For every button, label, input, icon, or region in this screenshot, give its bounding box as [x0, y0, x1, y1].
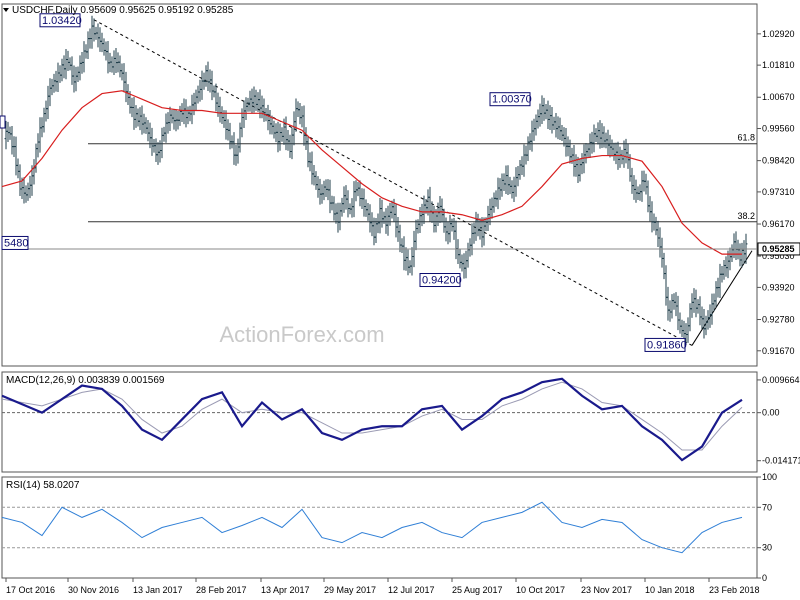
date-tick-label: 10 Jan 2018 — [645, 585, 695, 595]
price-tick-label: 0.91670 — [762, 346, 795, 356]
price-tick-label: 0.99560 — [762, 124, 795, 134]
rsi-tick-label: 30 — [762, 543, 772, 553]
price-labels: 1.03420 1.00370 0.94200 0.91860 5480 — [0, 13, 687, 352]
price-panel: 61.8 38.2 ActionForex.com 1.03420 1.00370 0… — [0, 3, 800, 367]
dropdown-triangle-icon — [3, 8, 9, 12]
rsi-levels — [2, 506, 757, 549]
price-label: 1.03420 — [42, 15, 82, 27]
price-tick-label: 1.02920 — [762, 29, 795, 39]
date-tick-label: 30 Nov 2016 — [68, 585, 119, 595]
price-tick-label: 1.00670 — [762, 92, 795, 102]
price-label: 0.94200 — [422, 275, 462, 287]
price-tick-label: 0.95030 — [762, 251, 795, 261]
last-price-box — [757, 242, 800, 256]
date-tick-label: 17 Oct 2016 — [6, 585, 55, 595]
rsi-tick-label: 100 — [762, 472, 777, 482]
price-label-edge-box — [0, 115, 6, 129]
watermark: ActionForex.com — [219, 322, 384, 347]
date-tick-label: 10 Oct 2017 — [516, 585, 565, 595]
price-y-axis: 1.02920 1.01810 1.00670 0.99560 0.98420 0.973… — [757, 29, 800, 356]
date-tick-label: 29 May 2017 — [324, 585, 376, 595]
fib-label: 61.8 — [737, 133, 755, 143]
date-x-axis: 17 Oct 2016 30 Nov 2016 13 Jan 2017 28 Feb … — [5, 578, 760, 595]
price-label-box — [1, 235, 29, 250]
price-label-box — [644, 337, 686, 352]
price-label: 5480 — [4, 237, 28, 249]
date-tick-label: 13 Apr 2017 — [261, 585, 310, 595]
rsi-label: RSI(14) 58.0207 — [6, 480, 80, 491]
price-panel-frame — [1, 3, 758, 367]
macd-tick-label: 0.009664 — [762, 375, 800, 385]
rsi-panel: 100 70 30 0 RSI(14) 58.0207 — [1, 472, 777, 583]
last-price-label: 0.95285 — [762, 244, 795, 254]
macd-label: MACD(12,26,9) 0.003839 0.001569 — [6, 375, 165, 386]
rsi-tick-label: 70 — [762, 502, 772, 512]
date-tick-label: 23 Nov 2017 — [581, 585, 632, 595]
macd-tick-label: 0.00 — [762, 408, 780, 418]
chart-header: USDCHF,Daily 0.95609 0.95625 0.95192 0.9… — [3, 5, 234, 16]
date-tick-label: 13 Jan 2017 — [133, 585, 183, 595]
ema-line — [1, 90, 742, 255]
date-tick-label: 12 Jul 2017 — [388, 585, 435, 595]
fib-label: 38.2 — [737, 211, 755, 221]
price-label-box — [489, 92, 531, 107]
macd-tick-label: -0.014171 — [762, 456, 800, 466]
price-label-box — [39, 13, 81, 28]
rsi-y-axis: 100 70 30 0 — [757, 472, 777, 583]
price-label-box — [419, 273, 461, 288]
price-tick-label: 0.98420 — [762, 156, 795, 166]
price-tick-label: 0.92780 — [762, 315, 795, 325]
price-bars — [4, 15, 748, 345]
price-tick-label: 0.96170 — [762, 219, 795, 229]
date-tick-label: 28 Feb 2017 — [196, 585, 247, 595]
symbol-header: USDCHF,Daily 0.95609 0.95625 0.95192 0.9… — [12, 5, 234, 16]
macd-panel-frame — [1, 371, 758, 473]
price-tick-label: 0.93920 — [762, 282, 795, 292]
rsi-line — [1, 501, 743, 554]
price-tick-label: 0.97310 — [762, 187, 795, 197]
price-label: 0.91860 — [647, 339, 687, 351]
macd-panel: 0.009664 0.00 -0.014171 MACD(12,26,9) 0.00… — [1, 371, 800, 473]
price-label: 1.00370 — [492, 94, 532, 106]
rsi-tick-label: 0 — [762, 573, 767, 583]
macd-y-axis: 0.009664 0.00 -0.014171 — [757, 375, 800, 466]
macd-line — [1, 377, 743, 462]
date-tick-label: 23 Feb 2018 — [709, 585, 760, 595]
rsi-panel-frame — [1, 476, 758, 579]
price-tick-label: 1.01810 — [762, 60, 795, 70]
date-tick-label: 25 Aug 2017 — [452, 585, 503, 595]
